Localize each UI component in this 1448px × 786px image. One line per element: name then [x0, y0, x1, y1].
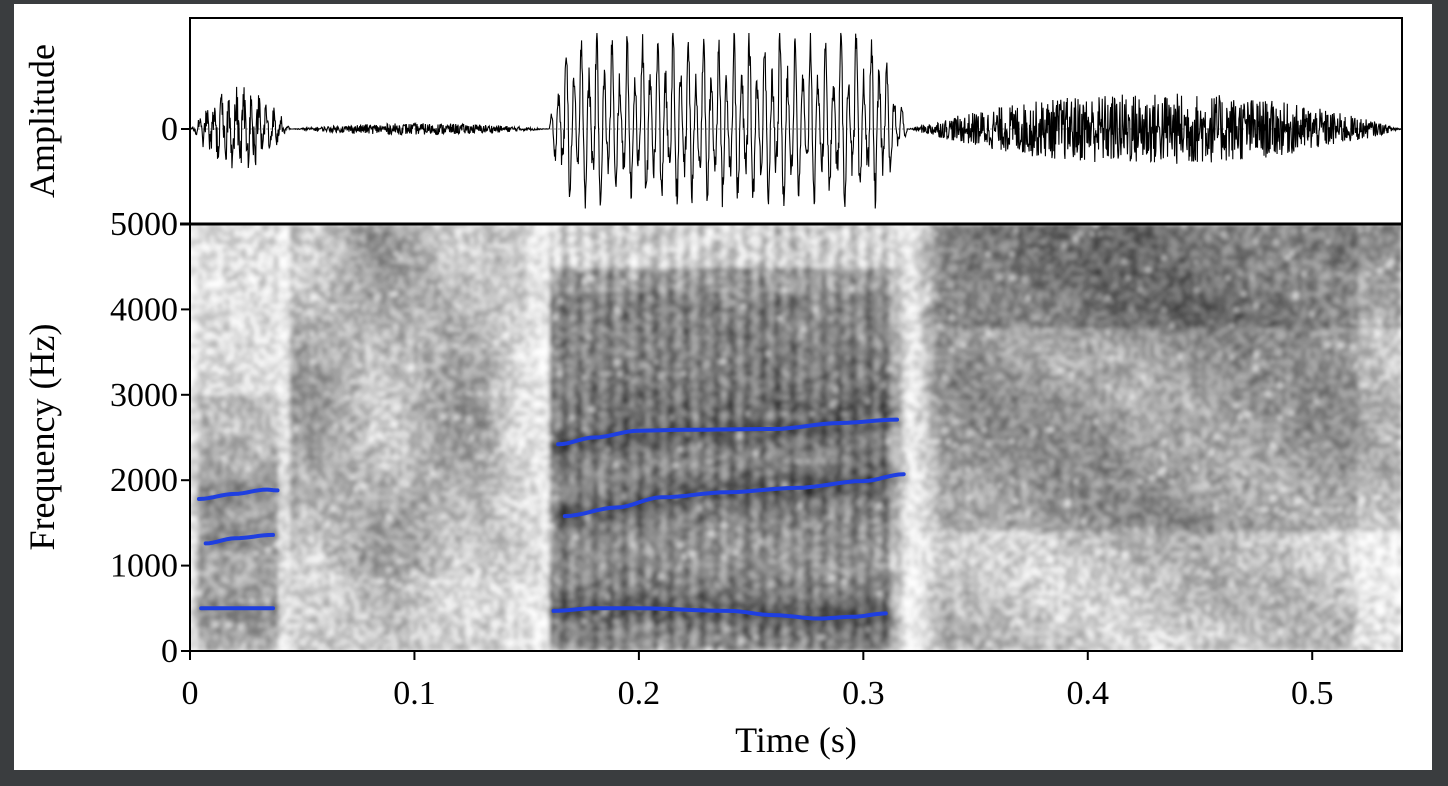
axis-ticks: 0 0.1 0.2 0.3 0.4 0.5 0 1000 2000 3000 4000 5000 0: [110, 111, 1333, 712]
y-tick-label-5: 5000: [110, 206, 178, 243]
waveform-line: [190, 32, 1402, 209]
formant-track-3: [197, 487, 280, 501]
spectrogram-figure: 0 0.1 0.2 0.3 0.4 0.5 0 1000 2000 3000 4000 5000 0 T…: [14, 4, 1432, 770]
y-tick-label-0: 0: [161, 633, 178, 670]
formant-tracks: [197, 417, 906, 621]
y-tick-label-2: 2000: [110, 462, 178, 499]
y-tick-label-1: 1000: [110, 548, 178, 585]
formant-track-6: [556, 417, 899, 447]
x-tick-label-5: 0.5: [1291, 675, 1334, 712]
formant-track-2: [203, 532, 275, 546]
chart-svg: 0 0.1 0.2 0.3 0.4 0.5 0 1000 2000 3000 4000 5000 0 T…: [22, 17, 1403, 760]
y-tick-label-4: 4000: [110, 291, 178, 328]
x-tick-label-1: 0.1: [393, 675, 436, 712]
x-tick-label-4: 0.4: [1067, 675, 1110, 712]
waveform-trace: [190, 32, 1402, 209]
x-tick-label-0: 0: [182, 675, 199, 712]
spectrogram-heatmap: [190, 224, 1402, 651]
waveform-y-axis-title: Amplitude: [22, 44, 62, 198]
y-tick-label-3: 3000: [110, 377, 178, 414]
formant-track-4: [551, 606, 888, 621]
waveform-y-tick-label-0: 0: [161, 111, 178, 148]
plot-frames: [180, 17, 1403, 652]
spectrogram-y-axis-title: Frequency (Hz): [22, 324, 62, 551]
x-tick-label-2: 0.2: [618, 675, 661, 712]
x-axis-title: Time (s): [735, 720, 857, 760]
x-tick-label-3: 0.3: [842, 675, 885, 712]
formant-track-5: [562, 472, 906, 519]
